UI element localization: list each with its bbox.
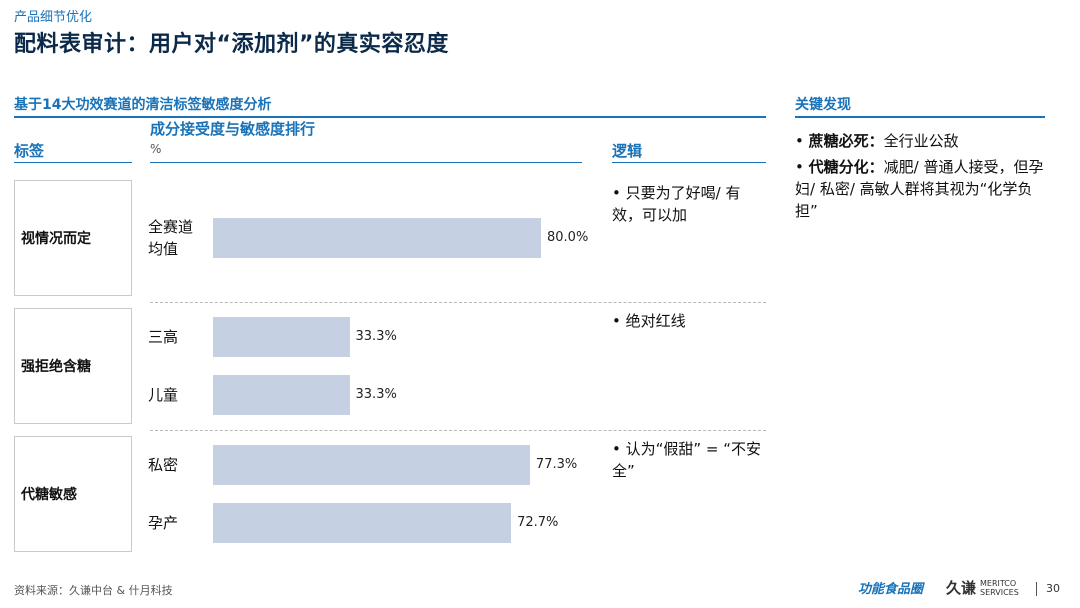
bar — [213, 445, 530, 485]
logic-text-sweetener-sensitive: • 认为“假甜” = “不安全” — [612, 440, 762, 480]
bar — [213, 503, 512, 543]
bar-value-label: 33.3% — [355, 329, 397, 344]
bar-category-label: 私密 — [148, 456, 179, 474]
key-finding-bold: 代糖分化： — [808, 158, 884, 176]
meritco-logo-sub: MERITCO SERVICES — [980, 579, 1019, 597]
bar — [213, 375, 350, 415]
key-findings-title: 关键发现 — [795, 97, 851, 113]
meritco-logo: 久谦 — [946, 579, 977, 597]
tag-column-header: 标签 — [14, 142, 45, 160]
key-finding-item: • 代糖分化：减肥/ 普通人接受，但孕妇/ 私密/ 高敏人群将其视为“化学负担” — [795, 158, 1044, 220]
page-number: 30 — [1046, 582, 1060, 595]
page-title: 配料表审计：用户对“添加剂”的真实容忍度 — [14, 32, 449, 57]
tag-label: 视情况而定 — [21, 231, 91, 247]
logic-column-rule — [612, 162, 766, 163]
key-finding-item: • 蔗糖必死：全行业公敌 — [795, 132, 959, 150]
functional-food-logo: 功能食品圈 — [858, 582, 924, 597]
bar-value-label: 80.0% — [547, 230, 589, 245]
bar-value-label: 33.3% — [355, 387, 397, 402]
bar — [213, 317, 350, 357]
bar — [213, 218, 541, 258]
tag-box-conditional: 视情况而定 — [14, 180, 132, 296]
meritco-logo-line1: MERITCO — [980, 579, 1017, 588]
key-finding-text: 全行业公敌 — [883, 132, 959, 150]
key-finding-text: 减肥/ 普通人接受，但孕妇/ 私密/ 高敏人群将其视为“化学负担” — [795, 158, 1044, 220]
tag-label: 代糖敏感 — [21, 487, 77, 503]
meritco-logo-line2: SERVICES — [980, 588, 1019, 597]
section-title: 基于14大功效赛道的清洁标签敏感度分析 — [14, 97, 272, 113]
tag-column-rule — [14, 162, 132, 163]
key-finding-bold: 蔗糖必死： — [808, 132, 884, 150]
section-divider — [14, 116, 766, 118]
bar-value-label: 77.3% — [535, 457, 578, 472]
page-number-separator — [1036, 582, 1037, 596]
bar-category-label: 三高 — [148, 328, 179, 346]
key-findings-divider — [795, 116, 1045, 118]
source-note: 资料来源：久谦中台 & 什月科技 — [14, 584, 173, 597]
chart-column-header: 成分接受度与敏感度排行 — [150, 120, 316, 138]
tag-label: 强拒绝含糖 — [21, 359, 91, 375]
bar-category-label: 儿童 — [148, 386, 179, 404]
group-separator — [150, 430, 766, 431]
chart-column-rule — [150, 162, 582, 163]
tag-box-reject-sugar: 强拒绝含糖 — [14, 308, 132, 424]
group-separator — [150, 302, 766, 303]
logic-text-reject-sugar: • 绝对红线 — [612, 312, 686, 330]
bar-value-label: 72.7% — [517, 515, 559, 530]
logic-column-header: 逻辑 — [612, 142, 643, 160]
chart-unit-label: % — [150, 142, 162, 156]
bar-category-label: 全赛道 均值 — [148, 218, 194, 258]
tag-box-sweetener-sensitive: 代糖敏感 — [14, 436, 132, 552]
logic-text-conditional: • 只要为了好喝/ 有效，可以加 — [612, 184, 741, 224]
page-kicker: 产品细节优化 — [14, 10, 93, 25]
bar-category-label: 孕产 — [148, 514, 179, 532]
